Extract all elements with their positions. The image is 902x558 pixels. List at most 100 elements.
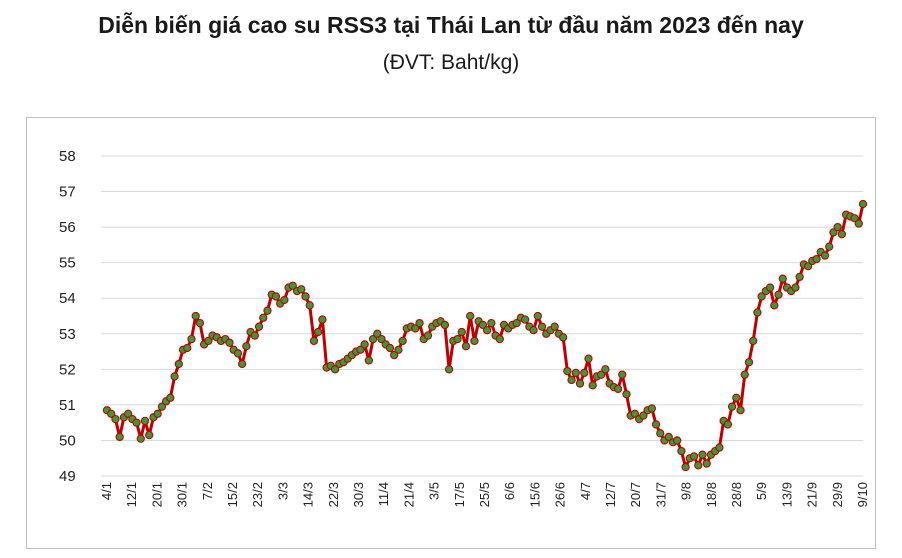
x-tick-label: 21/4: [401, 482, 416, 507]
data-point: [263, 306, 272, 315]
data-point: [681, 462, 690, 472]
data-point: [136, 434, 145, 443]
data-point: [567, 375, 576, 385]
data-point: [837, 230, 847, 239]
data-point: [461, 342, 471, 351]
data-point: [656, 429, 665, 438]
data-point: [651, 420, 661, 429]
data-point: [833, 222, 842, 232]
data-point: [588, 381, 597, 390]
data-point: [677, 446, 686, 456]
data-point: [584, 354, 593, 363]
x-tick-label: 4/1: [99, 482, 114, 500]
data-point: [664, 432, 673, 442]
data-point: [301, 292, 310, 301]
data-point: [288, 281, 297, 290]
data-point: [478, 320, 488, 330]
data-point: [183, 343, 192, 353]
x-tick-label: 9/8: [679, 482, 694, 500]
data-point: [601, 365, 610, 374]
x-tick-label: 23/2: [250, 482, 265, 507]
data-point: [111, 414, 120, 424]
data-point: [613, 384, 623, 394]
data-point: [330, 365, 340, 374]
line-chart: 49 50 51 52 53 54 55 56 57 58 4/1 12/1 20/1 30/1 7/2 15…: [59, 148, 870, 507]
data-point: [368, 334, 378, 344]
data-point: [770, 301, 779, 310]
data-point: [166, 393, 175, 402]
data-point: [673, 436, 682, 445]
data-point: [829, 228, 838, 237]
y-tick-label: 57: [59, 184, 76, 201]
data-point: [520, 315, 530, 324]
x-tick-label: 6/6: [502, 482, 517, 500]
data-point: [791, 283, 800, 292]
data-point: [812, 254, 821, 264]
data-point: [850, 214, 859, 223]
data-point: [529, 326, 538, 335]
x-tick-label: 26/6: [553, 482, 568, 507]
data-point: [373, 329, 382, 338]
x-tick-label: 25/5: [477, 482, 492, 507]
x-tick-label: 30/3: [351, 482, 366, 507]
x-tick-label: 4/7: [578, 482, 593, 500]
chart-title: Diễn biến giá cao su RSS3 tại Thái Lan t…: [98, 12, 804, 38]
data-point: [537, 322, 547, 331]
x-tick-label: 31/7: [653, 482, 668, 507]
data-point: [140, 416, 150, 426]
x-tick-label: 12/1: [124, 482, 139, 507]
x-tick-label: 21/9: [805, 482, 820, 507]
data-point: [271, 292, 281, 301]
x-tick-label: 15/6: [527, 482, 542, 507]
data-point: [753, 308, 762, 317]
data-point: [618, 370, 627, 379]
data-point: [170, 372, 179, 381]
data-point: [415, 318, 424, 328]
data-point: [309, 336, 319, 346]
data-point: [242, 342, 251, 351]
y-tick-label: 56: [59, 219, 76, 236]
x-tick-label: 3/3: [275, 482, 290, 500]
x-tick-label: 30/1: [175, 482, 190, 507]
y-tick-label: 52: [59, 361, 76, 378]
data-point: [123, 409, 133, 418]
data-point: [482, 326, 492, 335]
x-tick-label: 18/8: [704, 482, 719, 507]
data-point: [597, 370, 606, 379]
data-point: [254, 322, 264, 331]
y-tick-label: 54: [59, 290, 76, 307]
data-point: [736, 406, 745, 415]
data-point: [639, 411, 648, 420]
data-point: [698, 450, 707, 459]
data-point: [390, 350, 399, 360]
data-point: [259, 313, 268, 322]
data-point: [398, 336, 407, 346]
x-tick-label: 20/7: [628, 482, 643, 507]
x-tick-label: 5/9: [754, 482, 769, 500]
x-tick-label: 17/5: [452, 482, 467, 507]
data-point: [820, 251, 830, 260]
data-point: [411, 324, 420, 333]
data-point: [394, 345, 403, 354]
data-point: [858, 199, 868, 209]
data-point: [512, 318, 521, 328]
y-tick-label: 49: [59, 468, 76, 485]
x-tick-label: 3/5: [427, 482, 442, 500]
data-point: [630, 409, 640, 418]
data-point: [803, 262, 813, 271]
data-point: [795, 272, 804, 282]
data-point: [740, 370, 749, 379]
chart-frame: 49 50 51 52 53 54 55 56 57 58 4/1 12/1 20/1 30/1 7/2 15…: [26, 117, 876, 549]
data-point: [495, 334, 504, 344]
y-tick-label: 58: [59, 148, 76, 165]
data-point: [854, 219, 863, 228]
data-point: [191, 311, 200, 321]
x-tick-label: 15/2: [225, 482, 240, 507]
data-point: [233, 349, 243, 358]
x-tick-label: 20/1: [149, 482, 164, 507]
y-tick-label: 55: [59, 255, 76, 272]
x-tick-label: 12/7: [603, 482, 618, 507]
data-point: [702, 459, 711, 468]
data-point: [715, 443, 724, 452]
data-point: [765, 283, 775, 292]
